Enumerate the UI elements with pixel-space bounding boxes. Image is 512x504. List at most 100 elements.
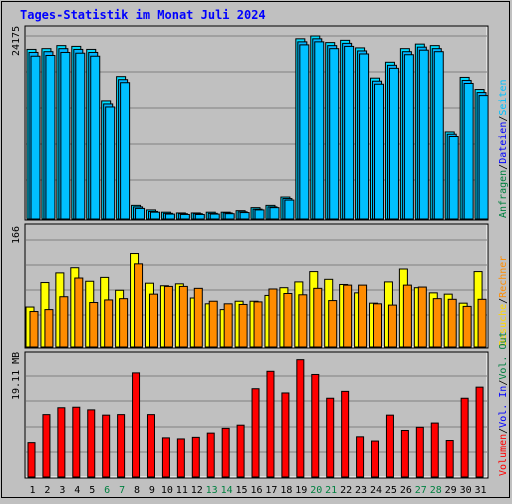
day-label: 24 [370,485,382,496]
bar-seiten [164,213,175,220]
bar-volumen [161,437,170,478]
legend-middle: Besuche/Rechner [498,256,509,346]
y-max-label: 19.11 MB [11,352,22,400]
bar-volumen [266,370,275,478]
bar-rechner [268,288,278,348]
bar-volumen [281,392,290,478]
day-label: 22 [340,485,352,496]
bar-rechner [417,286,427,348]
day-label: 29 [445,485,457,496]
bar-seiten [463,83,474,220]
bar-rechner [59,296,69,348]
bar-rechner [432,298,442,348]
bar-volumen [87,409,96,478]
bar-rechner [447,298,457,348]
day-label: 6 [104,485,110,496]
day-label: 17 [265,485,277,496]
legend-entry: Vol. Out [498,331,509,379]
bar-seiten [45,54,56,220]
bar-rechner [238,303,248,348]
bar-seiten [299,44,310,220]
bar-seiten [433,51,444,220]
legend-entry: Rechner [498,256,509,298]
bar-rechner [373,303,383,348]
day-label: 21 [325,485,337,496]
bar-volumen [445,440,454,478]
legend-entry: Volumen [498,434,509,476]
bar-volumen [117,414,126,478]
bar-volumen [132,372,141,478]
bar-rechner [328,300,338,348]
legend-entry: / [498,164,509,170]
bar-rechner [134,263,144,348]
y-max-label: 166 [11,226,22,244]
bar-rechner [163,285,173,348]
bar-rechner [74,277,84,348]
bar-rechner [223,303,233,348]
bar-rechner [477,298,487,348]
bar-volumen [72,406,81,478]
bar-volumen [27,442,36,478]
bar-volumen [475,386,484,478]
bar-seiten [224,213,235,220]
bar-volumen [146,414,155,478]
bar-seiten [90,55,101,220]
day-label: 26 [400,485,412,496]
day-label: 2 [44,485,50,496]
bar-rechner [253,301,263,348]
day-label: 4 [74,485,80,496]
legend-entry: / [498,428,509,434]
bar-volumen [176,438,185,478]
day-label: 3 [59,485,65,496]
bar-seiten [209,213,220,220]
legend-entry: Vol. In [498,386,509,428]
bar-seiten [388,67,399,220]
bar-seiten [105,106,116,220]
day-label: 7 [119,485,125,496]
bar-seiten [254,209,265,220]
bar-volumen [371,440,380,478]
bar-seiten [418,49,429,220]
bar-rechner [358,284,368,348]
bar-seiten [269,207,280,220]
bar-rechner [313,287,323,348]
bar-seiten [120,82,131,220]
legend-entry: Dateien [498,122,509,164]
bar-volumen [191,436,200,478]
day-label: 13 [206,485,218,496]
bar-rechner [387,304,397,348]
bar-seiten [135,207,146,220]
bar-seiten [179,213,190,220]
bar-volumen [400,429,409,478]
bar-rechner [462,305,472,348]
bar-volumen [221,427,230,478]
bar-rechner [208,300,218,348]
chart-title: Tages-Statistik im Monat Juli 2024 [20,8,266,22]
day-label: 25 [385,485,397,496]
bar-seiten [194,213,205,220]
y-max-label: 24175 [11,26,22,56]
day-label: 28 [430,485,442,496]
bar-volumen [42,414,51,478]
bar-volumen [311,373,320,478]
legend-entry: Anfragen [498,170,509,218]
bar-volumen [57,407,66,478]
bar-seiten [448,135,459,220]
day-label: 8 [134,485,140,496]
bar-rechner [402,284,412,348]
bar-seiten [478,95,489,220]
bar-seiten [344,45,355,220]
bar-volumen [326,397,335,478]
day-label: 1 [29,485,35,496]
bar-rechner [343,284,353,348]
bar-rechner [298,294,308,348]
day-label: 23 [355,485,367,496]
day-label: 9 [149,485,155,496]
bar-seiten [284,199,295,220]
legend-entry: / [498,298,509,304]
bar-rechner [104,299,114,348]
bar-seiten [239,212,250,220]
bar-volumen [356,436,365,478]
bar-seiten [314,41,325,220]
